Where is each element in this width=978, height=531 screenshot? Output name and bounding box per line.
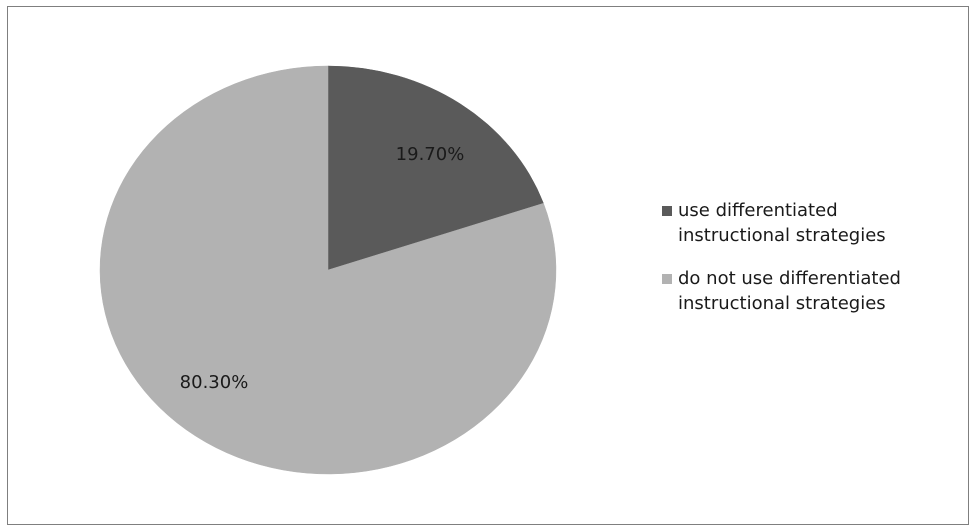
legend-label-do-not-use-line1: do not use differentiated	[678, 268, 901, 289]
legend: use differentiated instructional strateg…	[662, 198, 962, 334]
legend-label-use-line2: instructional strategies	[678, 225, 886, 246]
legend-swatch-do-not-use	[662, 274, 672, 284]
legend-swatch-use	[662, 206, 672, 216]
slice-label-use: 19.70%	[396, 144, 465, 165]
legend-label-do-not-use-line2: instructional strategies	[678, 293, 886, 314]
pie-slice-do-not-use	[99, 65, 557, 475]
pie-slice-use	[327, 65, 544, 271]
slice-label-do-not-use: 80.30%	[180, 372, 249, 393]
legend-item-do-not-use: do not use differentiated instructional …	[662, 266, 962, 316]
legend-item-use: use differentiated instructional strateg…	[662, 198, 962, 248]
pie-slices	[99, 65, 557, 475]
legend-label-use-line1: use differentiated	[678, 200, 838, 221]
